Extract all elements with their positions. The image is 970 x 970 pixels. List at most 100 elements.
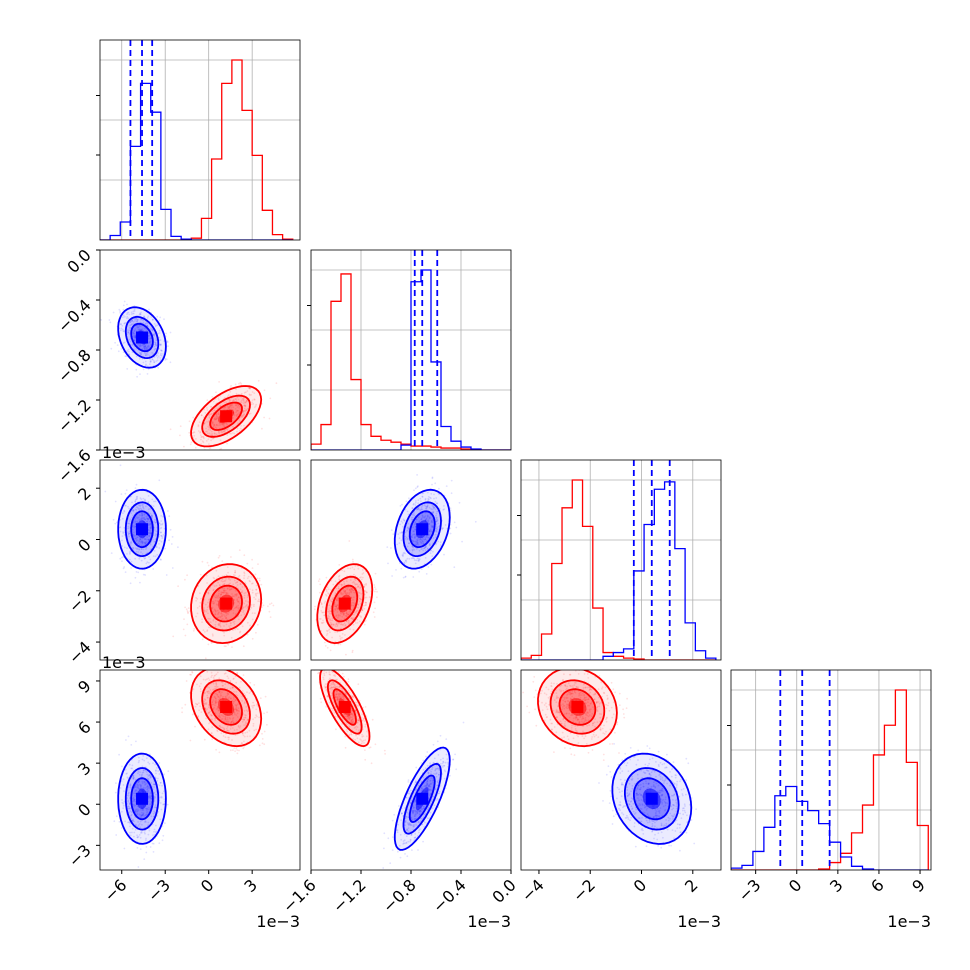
sample-point [219,616,222,619]
sample-point [243,574,246,577]
sample-point [121,799,123,801]
sample-point [137,507,140,510]
sample-point [125,317,128,320]
sample-point [199,675,202,678]
sample-point [122,778,125,781]
sample-point [134,810,137,813]
sample-point [245,604,248,607]
sample-point [329,621,332,624]
sample-point [216,596,219,598]
sample-point [352,628,355,631]
sample-point [238,606,241,609]
sample-point [336,624,339,626]
sample-point [135,790,137,792]
sample-point [404,538,407,540]
sample-point [351,718,354,721]
sample-point [226,721,229,723]
sample-point [129,520,131,522]
sample-point [352,596,355,599]
sample-point [225,720,228,723]
sample-point [141,540,144,543]
sample-point [356,583,359,586]
sample-point [406,557,409,560]
sample-point [221,718,224,720]
sample-point [153,810,156,813]
sample-point [144,345,146,348]
sample-point [412,546,415,549]
sample-point [264,695,267,698]
sample-point [423,516,426,518]
sample-point [328,684,331,687]
sample-point [158,842,161,845]
sample-point [221,429,223,432]
sample-point [134,335,137,338]
sample-point [411,552,413,554]
sample-point [130,313,133,315]
sample-point [162,803,164,806]
sample-point [138,508,141,511]
sample-point [235,392,238,395]
sample-point [267,605,269,608]
sample-point [159,523,162,526]
sample-point [162,834,165,837]
sample-point [408,542,410,545]
sample-point [156,356,159,359]
sample-point [404,560,407,562]
sample-point [196,703,199,706]
sample-point [148,346,151,349]
sample-point [433,506,436,509]
density-peak [416,523,429,536]
sample-point [147,315,150,318]
sample-point [214,613,217,615]
sample-point [404,535,407,538]
sample-point [229,722,232,724]
sample-point [133,526,135,529]
sample-point [422,538,424,541]
sample-point [217,597,219,599]
sample-point [214,688,217,690]
sample-point [441,527,444,530]
sample-point [163,798,166,801]
sample-point [231,425,234,428]
sample-point [122,512,124,515]
sample-point [139,313,142,316]
sample-point [419,540,422,543]
sample-point [352,589,355,592]
sample-point [135,368,138,371]
sample-point [435,514,437,517]
sample-point [348,718,351,721]
sample-point [339,695,341,698]
sample-point [204,657,207,660]
sample-point [135,509,138,511]
sample-point [144,345,147,348]
sample-point [418,538,421,541]
sample-point [141,542,144,545]
sample-point [139,832,142,834]
sample-point [136,836,139,839]
sample-point [324,593,327,596]
sample-point [151,329,154,332]
sample-point [416,508,419,511]
sample-point [243,746,246,748]
sample-point [244,405,247,407]
sample-point [119,787,122,789]
sample-point [131,501,133,504]
sample-point [215,391,217,394]
sample-point [266,711,268,714]
sample-point [339,612,342,614]
sample-point [240,383,243,385]
sample-point [215,423,218,426]
sample-point [205,702,208,704]
sample-point [218,623,221,626]
sample-point [189,667,191,669]
sample-point [374,743,377,746]
sample-point [410,535,413,537]
sample-point [325,688,328,691]
sample-point [203,738,206,741]
sample-point [349,588,351,591]
sample-point [220,593,222,596]
sample-point [212,576,215,579]
sample-point [357,586,359,589]
sample-point [141,758,144,761]
sample-point [432,507,435,510]
